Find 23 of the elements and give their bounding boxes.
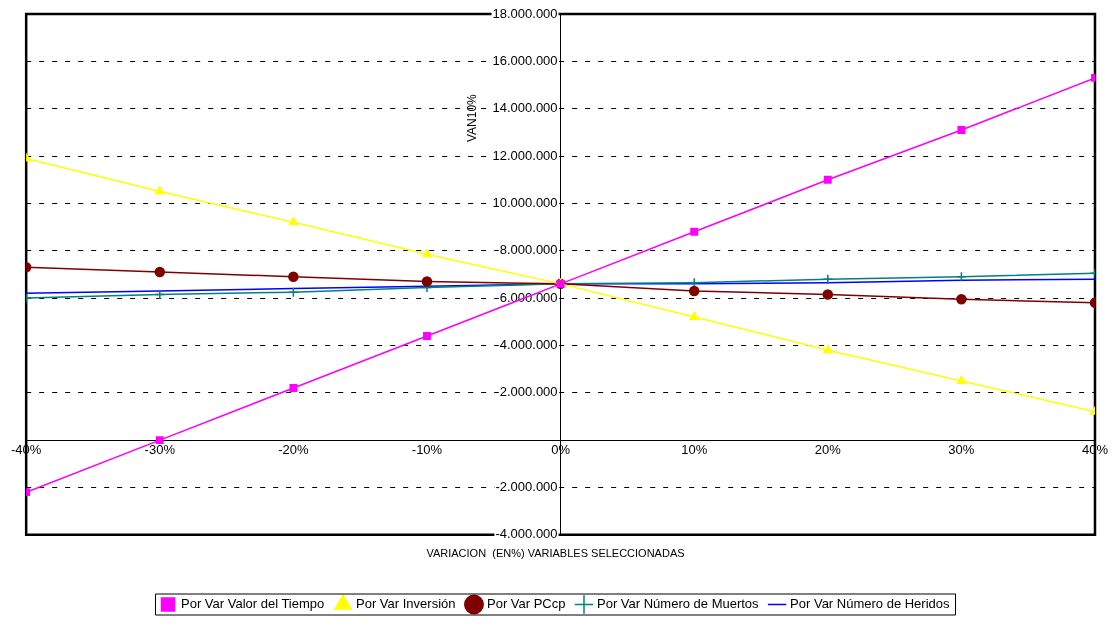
x-tick-label: -20% bbox=[278, 442, 309, 458]
y-tick-label: 16.000.000 bbox=[492, 52, 558, 68]
y-tick-label: 18.000.000 bbox=[492, 5, 558, 21]
y-tick-label: -2.000.000 bbox=[495, 479, 558, 495]
y-tick-label: 10.000.000 bbox=[492, 194, 558, 210]
legend-label: Por Var Número de Muertos bbox=[596, 596, 760, 612]
legend-label: Por Var Inversión bbox=[356, 596, 456, 612]
y-tick-label: 4.000.000 bbox=[499, 337, 558, 352]
x-tick-label: 30% bbox=[948, 442, 975, 458]
y-tick-label: 12.000.000 bbox=[492, 147, 558, 163]
x-tick-label: -30% bbox=[144, 442, 176, 458]
y-tick-label: -4.000.000 bbox=[495, 526, 558, 542]
legend-label: Por Var PCcp bbox=[486, 596, 566, 612]
y-tick-label: 14.000.000 bbox=[492, 100, 558, 116]
x-tick-label: -10% bbox=[411, 442, 443, 458]
x-axis-title: VARIACION (EN%) VARIABLES SELECCIONADAS bbox=[426, 547, 685, 560]
x-tick-label: 10% bbox=[681, 442, 708, 458]
y-tick-label: 8.000.000 bbox=[499, 242, 558, 258]
x-tick-label: 20% bbox=[814, 442, 842, 458]
legend-label: Por Var Número de Heridos bbox=[790, 596, 951, 612]
y-axis-title: VAN10% bbox=[464, 93, 479, 143]
y-tick-label: 2.000.000 bbox=[499, 384, 558, 400]
legend-label: Por Var Valor del Tiempo bbox=[180, 596, 325, 612]
